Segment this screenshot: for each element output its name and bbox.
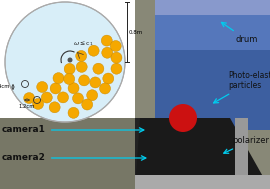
- Text: $\omega$$\leq$c$_1$: $\omega$$\leq$c$_1$: [73, 39, 94, 48]
- Text: 1.2cm: 1.2cm: [19, 104, 35, 109]
- Bar: [135, 0, 270, 189]
- Circle shape: [90, 77, 101, 88]
- Circle shape: [73, 93, 83, 104]
- Circle shape: [76, 61, 87, 72]
- Circle shape: [87, 90, 98, 101]
- Circle shape: [93, 63, 104, 74]
- Text: polarizer: polarizer: [224, 136, 269, 153]
- Bar: [0, 118, 135, 189]
- Text: 0.8m: 0.8m: [129, 29, 143, 35]
- Circle shape: [103, 73, 114, 84]
- Polygon shape: [135, 175, 270, 189]
- Circle shape: [100, 83, 110, 94]
- Polygon shape: [155, 0, 270, 130]
- Circle shape: [68, 57, 73, 63]
- Circle shape: [111, 63, 122, 74]
- Circle shape: [50, 83, 61, 94]
- Polygon shape: [155, 0, 270, 15]
- Circle shape: [33, 98, 44, 109]
- Circle shape: [68, 107, 79, 118]
- Circle shape: [64, 74, 75, 84]
- Circle shape: [76, 50, 87, 61]
- Circle shape: [49, 102, 60, 113]
- Circle shape: [58, 92, 69, 103]
- Polygon shape: [135, 118, 165, 189]
- Circle shape: [88, 45, 99, 56]
- Circle shape: [64, 64, 75, 74]
- Circle shape: [37, 81, 48, 92]
- Text: drum: drum: [221, 22, 257, 44]
- Text: camera1: camera1: [2, 125, 144, 135]
- Polygon shape: [135, 118, 270, 189]
- Circle shape: [101, 35, 112, 46]
- Circle shape: [110, 40, 121, 52]
- Circle shape: [5, 2, 125, 122]
- Text: Photo-elastic
particles: Photo-elastic particles: [214, 71, 270, 103]
- Circle shape: [102, 47, 113, 58]
- Circle shape: [169, 104, 197, 132]
- Circle shape: [111, 52, 122, 63]
- Text: camera2: camera2: [2, 153, 146, 163]
- Text: 1.4cm: 1.4cm: [0, 84, 10, 90]
- Circle shape: [24, 93, 35, 104]
- Circle shape: [68, 83, 79, 94]
- Circle shape: [82, 99, 93, 110]
- Polygon shape: [155, 0, 270, 50]
- Polygon shape: [235, 118, 248, 189]
- Circle shape: [79, 75, 90, 86]
- Circle shape: [41, 92, 52, 103]
- Circle shape: [53, 73, 64, 84]
